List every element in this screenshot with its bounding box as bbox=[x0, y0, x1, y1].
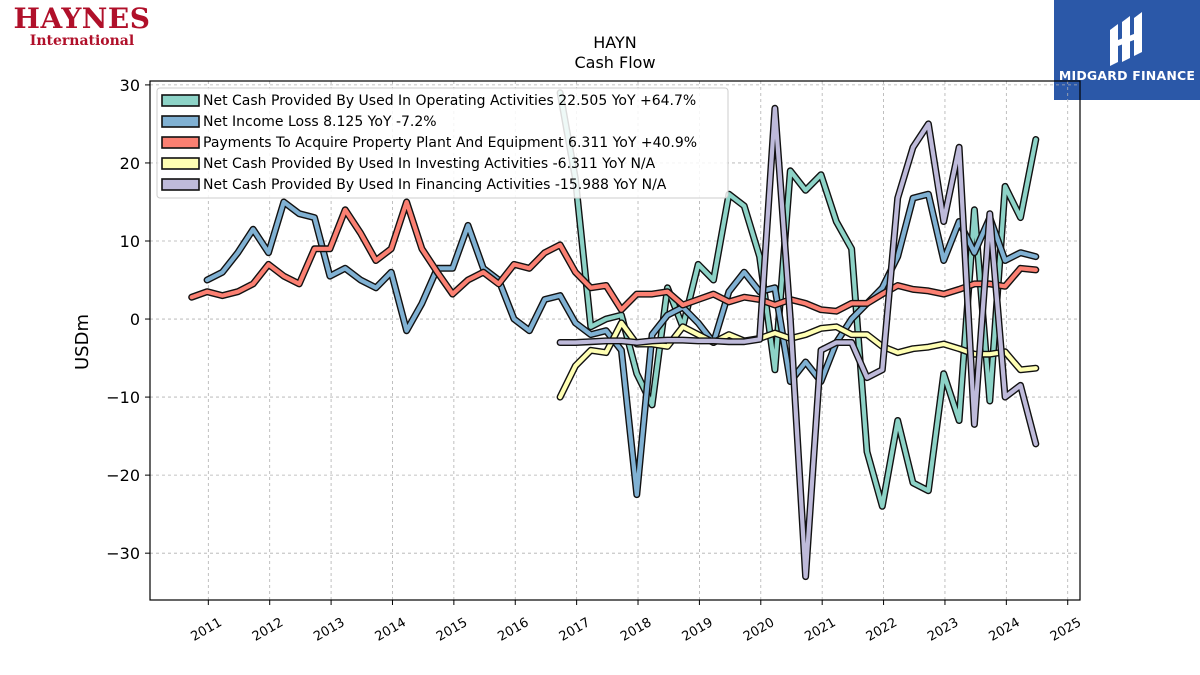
x-tick-label: 2012 bbox=[250, 615, 286, 645]
series-2 bbox=[203, 190, 1040, 499]
plot-frame bbox=[149, 80, 1081, 601]
x-tick-label: 2013 bbox=[311, 615, 347, 645]
x-tick-label: 2020 bbox=[741, 615, 777, 645]
x-tick-label: 2011 bbox=[188, 615, 224, 645]
legend-label: Net Income Loss 8.125 YoY -7.2% bbox=[203, 114, 437, 130]
chart-subtitle: Cash Flow bbox=[574, 53, 655, 72]
y-tick-label: −30 bbox=[106, 544, 140, 563]
legend-swatch bbox=[161, 115, 200, 128]
x-tick-label: 2023 bbox=[925, 615, 961, 645]
y-tick-label: 0 bbox=[130, 310, 140, 329]
x-tick-label: 2017 bbox=[557, 615, 593, 645]
legend: Net Cash Provided By Used In Operating A… bbox=[156, 87, 729, 199]
midgard-finance-logo: MIDGARD FINANCE bbox=[1054, 0, 1200, 100]
series-lines bbox=[188, 89, 1040, 581]
legend-label: Net Cash Provided By Used In Financing A… bbox=[203, 177, 667, 193]
legend-swatch bbox=[161, 94, 200, 107]
y-tick-label: 10 bbox=[120, 232, 140, 251]
legend-label: Payments To Acquire Property Plant And E… bbox=[203, 135, 697, 151]
y-axis-label: USDm bbox=[72, 314, 93, 370]
series-line bbox=[189, 199, 1038, 314]
haynes-logo-sub: International bbox=[29, 33, 135, 49]
x-tick-label: 2014 bbox=[373, 615, 409, 645]
x-tick-label: 2025 bbox=[1048, 615, 1084, 645]
x-tick-label: 2018 bbox=[618, 615, 654, 645]
midgard-logo-name: MIDGARD FINANCE bbox=[1058, 68, 1196, 83]
x-tick-label: 2022 bbox=[864, 615, 900, 645]
x-tick-label: 2024 bbox=[987, 615, 1023, 645]
series-1 bbox=[556, 89, 1040, 510]
midgard-logo-icon bbox=[1110, 12, 1142, 66]
y-tick-label: 30 bbox=[120, 76, 140, 95]
y-tick-label: 20 bbox=[120, 154, 140, 173]
legend-label: Net Cash Provided By Used In Operating A… bbox=[203, 93, 696, 109]
legend-swatch bbox=[161, 157, 200, 170]
x-tick-label: 2015 bbox=[434, 615, 470, 645]
legend-frame bbox=[156, 87, 729, 199]
series-3 bbox=[188, 198, 1040, 315]
legend-swatch bbox=[161, 136, 200, 149]
haynes-logo-brand: HAYNES bbox=[13, 2, 151, 35]
series-line bbox=[205, 192, 1038, 497]
x-tick-label: 2019 bbox=[680, 615, 716, 645]
series-line bbox=[558, 90, 1038, 509]
chart-title: HAYN bbox=[593, 33, 636, 52]
series-5 bbox=[556, 104, 1040, 581]
y-tick-label: −20 bbox=[106, 466, 140, 485]
legend-label: Net Cash Provided By Used In Investing A… bbox=[203, 156, 656, 172]
x-tick-label: 2016 bbox=[495, 615, 531, 645]
series-line bbox=[558, 106, 1038, 579]
haynes-logo: HAYNES International bbox=[4, 2, 160, 49]
y-tick-label: −10 bbox=[106, 388, 140, 407]
legend-swatch bbox=[161, 178, 200, 191]
x-tick-label: 2021 bbox=[802, 615, 838, 645]
